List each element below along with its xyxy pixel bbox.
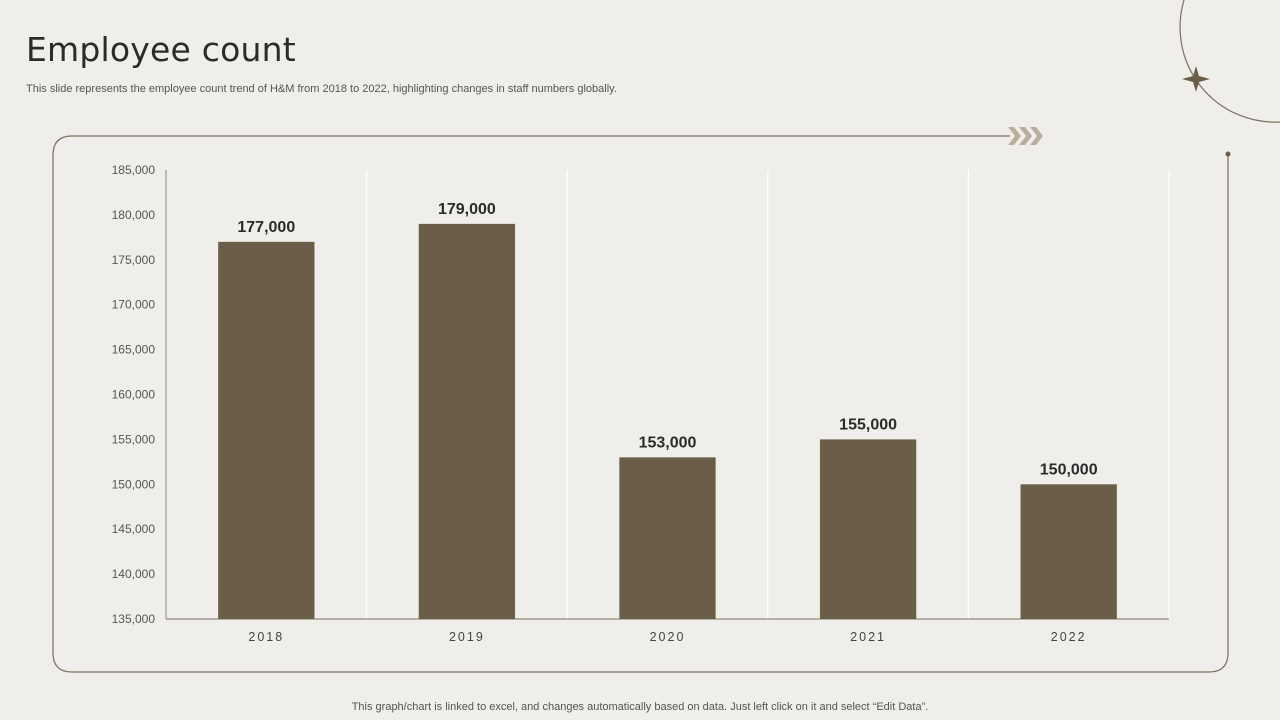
bar[interactable]: [619, 457, 716, 619]
x-tick-label: 2021: [850, 630, 886, 644]
data-label: 179,000: [438, 201, 496, 218]
x-tick-label: 2022: [1051, 630, 1087, 644]
chart-frame: [52, 135, 1229, 673]
y-tick-label: 170,000: [112, 298, 156, 312]
corner-arc: [1179, 0, 1280, 123]
bar[interactable]: [1020, 484, 1117, 619]
data-label: 153,000: [639, 434, 697, 451]
x-tick-label: 2019: [449, 630, 485, 644]
x-tick-label: 2020: [650, 630, 686, 644]
y-tick-label: 155,000: [112, 432, 156, 446]
page-subtitle: This slide represents the employee count…: [26, 83, 617, 95]
y-tick-label: 135,000: [112, 612, 156, 626]
footer-note: This graph/chart is linked to excel, and…: [351, 701, 929, 713]
y-tick-label: 185,000: [112, 163, 156, 177]
chevron-arrows-icon: [1008, 127, 1043, 145]
y-tick-label: 165,000: [112, 343, 156, 357]
data-label: 155,000: [839, 416, 897, 433]
bar[interactable]: [418, 223, 516, 619]
y-tick-label: 160,000: [112, 388, 156, 402]
page-title: Employee count: [26, 30, 296, 69]
bar[interactable]: [819, 439, 917, 619]
star-icon: [1182, 66, 1210, 92]
y-tick-label: 140,000: [112, 567, 156, 581]
y-tick-label: 175,000: [112, 253, 156, 267]
data-label: 150,000: [1040, 461, 1098, 478]
frame-dot: [1225, 151, 1231, 157]
y-tick-label: 180,000: [112, 208, 156, 222]
y-tick-label: 150,000: [112, 477, 156, 491]
x-tick-label: 2018: [248, 630, 284, 644]
data-label: 177,000: [237, 219, 295, 236]
y-tick-label: 145,000: [112, 522, 156, 536]
bar[interactable]: [218, 241, 315, 619]
